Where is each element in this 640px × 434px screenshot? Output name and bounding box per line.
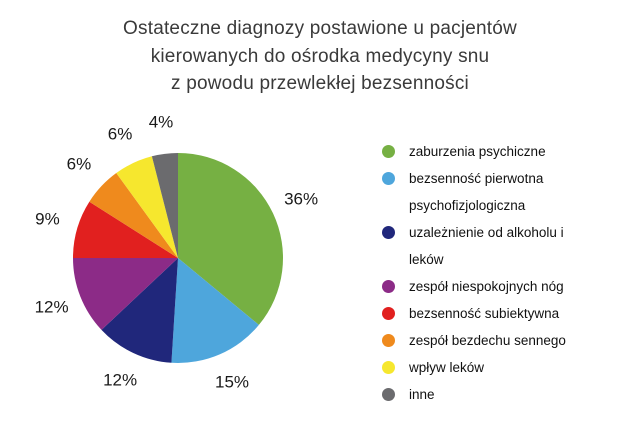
chart-title-line-3: z powodu przewlekłej bezsenności — [171, 73, 469, 95]
pie-slice-1 — [171, 257, 259, 363]
pie-slice-6 — [116, 155, 178, 258]
chart-body: 36% 15% 12% 12% 9% 6% 6% 4% zaburzenia psychicz… — [0, 98, 640, 412]
legend-label-5: zespół bezdechu sennego — [409, 332, 566, 348]
legend-item-7: inne — [382, 381, 591, 408]
legend-item-0: zaburzenia psychiczne — [382, 138, 591, 165]
legend-dot-7 — [382, 387, 395, 401]
legend-item-4: bezsenność subiektywna — [382, 300, 591, 327]
pie-chart: 36% 15% 12% 12% 9% 6% 6% 4% — [35, 112, 319, 391]
pie-percent-label-3: 12% — [35, 297, 69, 316]
legend-dot-4 — [382, 306, 395, 320]
legend-item-6: wpływ leków — [382, 354, 591, 381]
chart-title-line-1: Ostateczne diagnozy postawione u pacjent… — [123, 18, 517, 39]
legend-dot-5 — [382, 333, 395, 347]
pie-percent-label-4: 9% — [35, 209, 60, 228]
legend-label-4: bezsenność subiektywna — [409, 305, 560, 321]
legend-dot-3 — [382, 279, 395, 293]
pie-percent-label-1: 15% — [215, 372, 249, 391]
legend-label-2: uzależnienie od alkoholu i leków — [409, 224, 564, 267]
legend-label-6: wpływ leków — [409, 359, 485, 375]
pie-percent-label-2: 12% — [103, 370, 137, 389]
pie-chart-area: 36% 15% 12% 12% 9% 6% 6% 4% — [4, 98, 356, 412]
legend-item-2: uzależnienie od alkoholu i leków — [382, 219, 591, 273]
legend-label-0: zaburzenia psychiczne — [409, 143, 546, 159]
chart-title: Ostateczne diagnozy postawione u pacjent… — [0, 0, 640, 98]
legend-dot-1 — [382, 171, 395, 185]
legend-label-3: zespół niespokojnych nóg — [409, 278, 564, 294]
pie-slice-4 — [73, 201, 178, 258]
legend-item-1: bezsenność pierwotna psychofizjologiczna — [382, 165, 591, 219]
pie-percent-label-7: 4% — [149, 112, 174, 131]
legend-dot-0 — [382, 144, 395, 158]
pie-slice-2 — [101, 257, 178, 363]
legend-item-3: zespół niespokojnych nóg — [382, 273, 591, 300]
legend: zaburzenia psychiczne bezsenność pierwotn… — [382, 138, 591, 408]
pie-percent-label-6: 6% — [108, 124, 133, 143]
pie-slice-5 — [89, 172, 178, 258]
legend-label-7: inne — [409, 386, 435, 402]
legend-label-1: bezsenność pierwotna psychofizjologiczna — [409, 170, 544, 213]
legend-item-5: zespół bezdechu sennego — [382, 327, 591, 354]
chart-title-line-2: kierowanych do ośrodka medycyny snu — [150, 45, 490, 67]
pie-slice-7 — [151, 152, 178, 258]
pie-slice-3 — [73, 257, 178, 330]
pie-percent-label-5: 6% — [67, 154, 92, 173]
legend-dot-2 — [382, 225, 395, 239]
pie-slice-0 — [178, 152, 283, 325]
pie-percent-label-0: 36% — [284, 189, 318, 208]
legend-dot-6 — [382, 360, 395, 374]
